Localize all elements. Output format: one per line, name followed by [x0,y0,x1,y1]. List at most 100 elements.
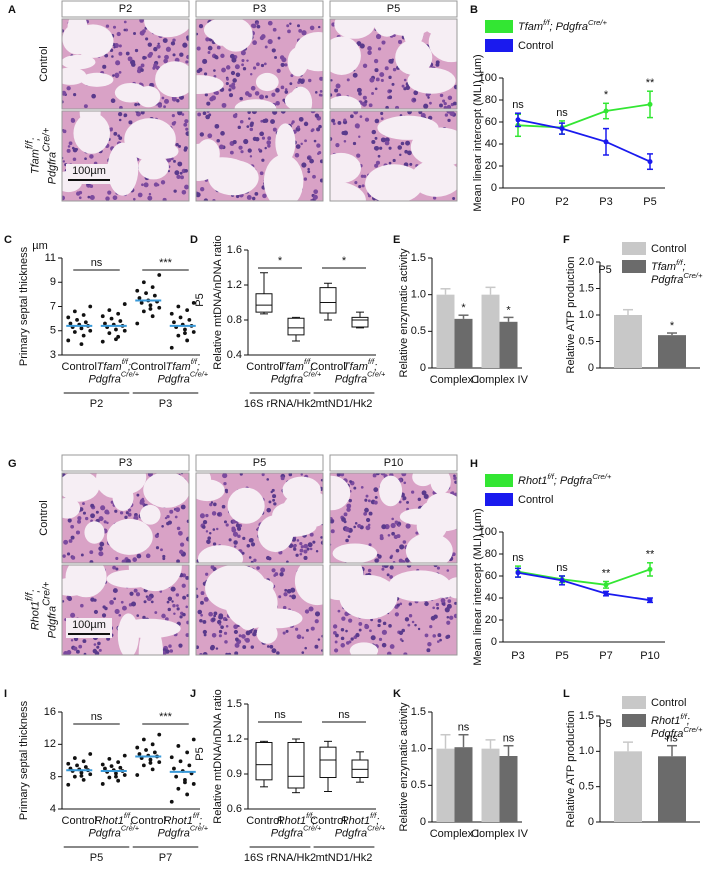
nucleus [202,629,207,635]
point [66,782,71,787]
airspace [201,160,247,177]
y-axis-label: Mean linear intercept (MLI) (µm) [472,54,484,211]
point [141,280,146,285]
nucleus [93,609,99,615]
nucleus [203,198,209,201]
nucleus [377,618,382,623]
nucleus [225,618,228,622]
nucleus [233,624,238,630]
nucleus [79,507,84,512]
airspace [106,569,156,588]
y-axis-label: Relative mtDNA/nDNA ratio [212,689,224,824]
group-label: P7 [159,852,172,864]
nucleus [453,613,457,619]
nucleus [362,103,366,107]
airspace [399,508,437,525]
nucleus [235,637,239,642]
airspace [138,624,163,655]
legend-label: Tfamf/f; PdgfraCre/+ [651,258,703,287]
nucleus [256,24,261,29]
subtitle: P5 [598,264,611,276]
nucleus [149,82,154,88]
nucleus [170,586,176,592]
nucleus [313,139,317,143]
nucleus [154,611,158,614]
airspace [330,152,362,184]
nucleus [157,103,163,108]
point [88,304,93,309]
point [187,317,192,322]
nucleus [142,615,146,620]
nucleus [373,500,378,505]
nucleus [248,629,253,634]
nucleus [260,63,265,68]
airspace [106,518,153,555]
nucleus [200,613,203,617]
nucleus [173,159,176,163]
x-tick-label: Control [62,815,97,827]
nucleus [232,78,237,83]
nucleus [375,33,382,40]
nucleus [211,632,217,638]
nucleus [213,69,216,72]
bar [481,294,500,368]
nucleus [314,611,321,617]
point [66,315,71,320]
nucleus [112,565,116,570]
column-label: P5 [387,3,400,15]
nucleus [173,612,176,616]
nucleus [319,89,323,93]
nucleus [116,31,121,37]
nucleus [241,551,245,555]
nucleus [360,485,364,489]
nucleus [104,53,109,58]
histology-image [62,565,189,655]
nucleus [289,82,293,86]
row-label-part: Cre/+ [41,581,52,606]
nucleus [147,42,152,47]
nucleus [423,103,429,109]
nucleus [186,519,189,523]
nucleus [208,611,213,617]
airspace [227,487,265,524]
nucleus [360,174,364,178]
nucleus [429,624,433,629]
nucleus [417,497,422,502]
nucleus [334,88,339,93]
x-tick-label-part: Pdgfra [335,828,367,840]
column-label: P10 [384,457,404,469]
nucleus [374,145,380,151]
nucleus [202,652,208,655]
bar [499,321,518,368]
box [319,746,337,779]
nucleus [166,600,170,604]
nucleus [252,40,257,46]
x-tick-label-part: Cre/+ [190,370,209,379]
nucleus [90,503,95,508]
image-frame [329,564,458,656]
legend-label-part: Cre/+ [683,725,703,734]
nucleus [134,48,139,53]
significance: ns [556,107,568,119]
nucleus [269,644,274,649]
nucleus [356,87,362,93]
nucleus [186,54,189,60]
nucleus [171,121,176,126]
nucleus [229,150,234,155]
y-tick-label: 1.0 [579,309,594,321]
nucleus [128,120,133,125]
point [109,316,114,321]
nucleus [228,88,232,92]
airspace [275,123,296,162]
airspace [373,19,401,37]
nucleus [153,63,158,68]
nucleus [166,514,170,519]
nucleus [213,74,217,78]
nucleus [202,620,207,624]
nucleus [67,145,71,148]
nucleus [92,648,98,654]
nucleus [449,615,454,620]
x-tick-label-part: f/f [306,811,313,820]
nucleus [167,520,173,525]
nucleus [300,545,304,549]
